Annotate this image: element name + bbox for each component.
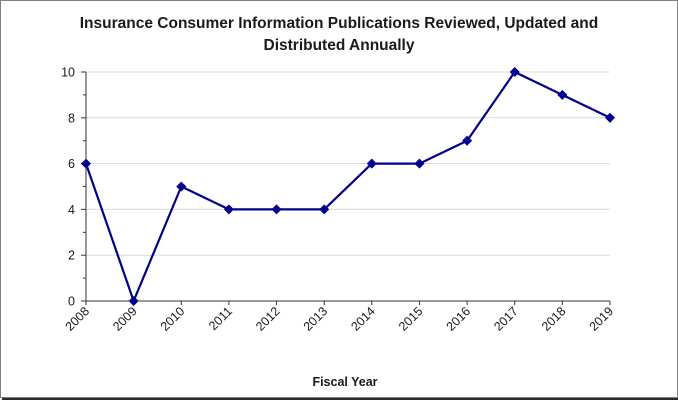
data-point bbox=[80, 158, 92, 169]
x-tick-label: 2009 bbox=[110, 304, 140, 334]
x-tick-label: 2015 bbox=[396, 304, 426, 334]
y-tick-label: 4 bbox=[68, 203, 75, 217]
x-tick-label: 2018 bbox=[539, 304, 569, 334]
x-tick-label: 2008 bbox=[63, 304, 93, 334]
x-tick-label: 2019 bbox=[587, 304, 617, 334]
x-tick-labels: 2008 2009 2010 2011 2012 2013 2014 2015 2016 2017… bbox=[63, 304, 617, 334]
data-point bbox=[366, 158, 377, 169]
data-point bbox=[509, 66, 520, 78]
y-tick-label: 2 bbox=[68, 249, 75, 263]
x-tick-label: 2011 bbox=[206, 304, 235, 333]
data-series bbox=[80, 66, 616, 307]
y-tick-label: 8 bbox=[68, 111, 75, 125]
x-tick-label: 2017 bbox=[491, 304, 521, 334]
data-point bbox=[557, 89, 568, 100]
data-point bbox=[604, 112, 616, 123]
data-point bbox=[319, 204, 330, 215]
y-tick-labels: 0 2 4 6 8 10 bbox=[61, 66, 75, 309]
chart-title: Insurance Consumer Information Publicati… bbox=[79, 15, 599, 54]
x-tick-label: 2016 bbox=[444, 304, 474, 334]
data-point bbox=[462, 135, 473, 146]
gridlines bbox=[86, 71, 610, 256]
x-tick-label: 2012 bbox=[253, 304, 283, 334]
x-tick-label: 2013 bbox=[301, 304, 331, 334]
data-point bbox=[128, 295, 139, 307]
y-tick-label: 6 bbox=[68, 157, 75, 171]
data-point bbox=[176, 181, 187, 192]
data-point bbox=[414, 158, 425, 169]
x-axis-label: Fiscal Year bbox=[312, 375, 377, 389]
x-tick-label: 2014 bbox=[348, 304, 378, 334]
y-tick-label: 0 bbox=[68, 295, 75, 309]
x-tick-label: 2010 bbox=[158, 304, 188, 334]
data-point bbox=[223, 204, 234, 215]
y-tick-label: 10 bbox=[61, 66, 75, 80]
series-line bbox=[84, 70, 611, 303]
data-point bbox=[271, 204, 282, 215]
